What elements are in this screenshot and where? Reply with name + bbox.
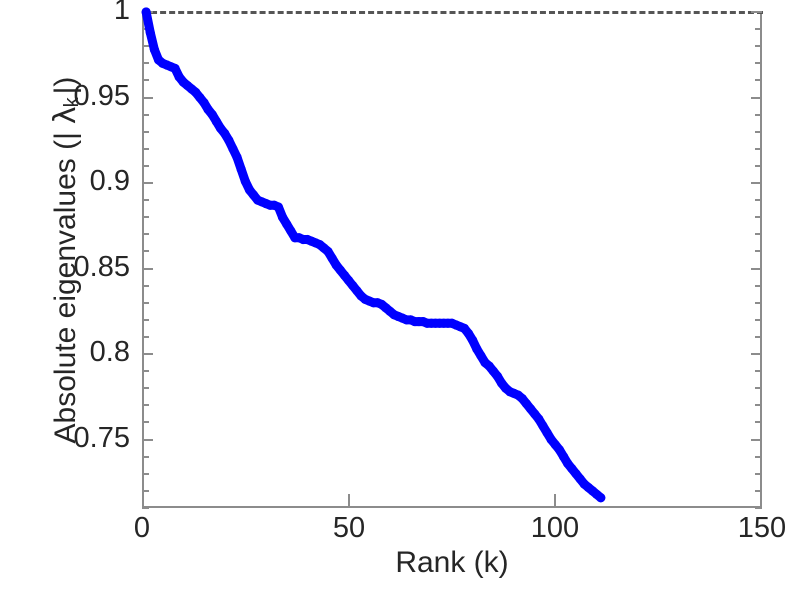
plot-area [142, 12, 762, 508]
x-axis-tick-major [554, 494, 556, 508]
y-axis-tick-minor-right [755, 114, 762, 116]
y-axis-tick-minor-right [755, 233, 762, 235]
y-axis-tick-major [142, 439, 153, 441]
x-axis-tick-label: 0 [133, 512, 151, 544]
y-axis-tick-label: 0.85 [73, 251, 130, 283]
y-axis-tick-minor-right [755, 387, 762, 389]
y-axis-tick-major-right [751, 353, 762, 355]
x-axis-title: Rank (k) [395, 546, 509, 579]
y-axis-tick-minor [142, 473, 149, 475]
y-axis-tick-minor-right [755, 199, 762, 201]
y-axis-tick-label: 0.9 [89, 165, 130, 197]
y-axis-tick-minor-right [755, 285, 762, 287]
y-axis-tick-major-right [751, 182, 762, 184]
y-axis-tick-label: 0.75 [73, 422, 130, 454]
y-axis-tick-minor-right [755, 490, 762, 492]
y-axis-tick-major-right [751, 97, 762, 99]
y-axis-tick-minor-right [755, 370, 762, 372]
y-axis-tick-minor-right [755, 165, 762, 167]
y-axis-tick-minor [142, 319, 149, 321]
y-axis-tick-minor [142, 336, 149, 338]
y-axis-tick-minor-right [755, 456, 762, 458]
y-axis-tick-minor-right [755, 28, 762, 30]
y-axis-tick-minor-right [755, 473, 762, 475]
y-axis-tick-minor-right [755, 62, 762, 64]
x-axis-tick-label: 150 [737, 512, 787, 544]
y-axis-tick-major-right [751, 11, 762, 13]
y-axis-tick-minor [142, 114, 149, 116]
y-axis-tick-minor-right [755, 148, 762, 150]
y-axis-tick-minor-right [755, 421, 762, 423]
x-axis-tick-label: 50 [332, 512, 366, 544]
y-axis-tick-minor [142, 28, 149, 30]
y-axis-tick-label: 0.8 [89, 336, 130, 368]
reference-line-y1 [142, 11, 763, 14]
y-axis-tick-major [142, 97, 153, 99]
y-axis-tick-minor [142, 148, 149, 150]
y-axis-tick-minor [142, 165, 149, 167]
y-axis-tick-major [142, 268, 153, 270]
y-axis-tick-minor [142, 370, 149, 372]
y-axis-tick-minor [142, 404, 149, 406]
y-axis-tick-major [142, 11, 153, 13]
y-axis-tick-minor-right [755, 45, 762, 47]
y-axis-tick-minor-right [755, 404, 762, 406]
y-axis-tick-minor [142, 45, 149, 47]
y-axis-tick-minor [142, 285, 149, 287]
y-axis-tick-minor [142, 131, 149, 133]
y-axis-tick-minor [142, 216, 149, 218]
y-axis-tick-label: 1 [113, 0, 130, 26]
y-axis-tick-minor-right [755, 131, 762, 133]
y-axis-tick-major-right [751, 439, 762, 441]
x-axis-tick-label: 100 [530, 512, 580, 544]
y-axis-tick-minor [142, 302, 149, 304]
y-axis-tick-minor-right [755, 216, 762, 218]
y-axis-tick-minor-right [755, 319, 762, 321]
y-axis-tick-minor [142, 79, 149, 81]
y-axis-tick-minor [142, 62, 149, 64]
y-axis-tick-minor-right [755, 250, 762, 252]
y-axis-tick-major [142, 182, 153, 184]
y-axis-tick-minor [142, 250, 149, 252]
y-axis-tick-minor [142, 233, 149, 235]
y-axis-tick-minor [142, 421, 149, 423]
x-axis-tick-major [348, 494, 350, 508]
y-axis-tick-label: 0.95 [73, 80, 130, 112]
y-axis-tick-minor-right [755, 336, 762, 338]
y-axis-tick-major-right [751, 268, 762, 270]
y-axis-tick-minor [142, 387, 149, 389]
y-axis-tick-major [142, 353, 153, 355]
y-axis-tick-minor-right [755, 302, 762, 304]
y-axis-tick-minor-right [755, 79, 762, 81]
y-axis-tick-minor [142, 199, 149, 201]
y-axis-tick-minor [142, 456, 149, 458]
y-axis-tick-minor [142, 490, 149, 492]
y-axis-tick-minor [142, 507, 149, 509]
y-axis-tick-minor-right [755, 507, 762, 509]
